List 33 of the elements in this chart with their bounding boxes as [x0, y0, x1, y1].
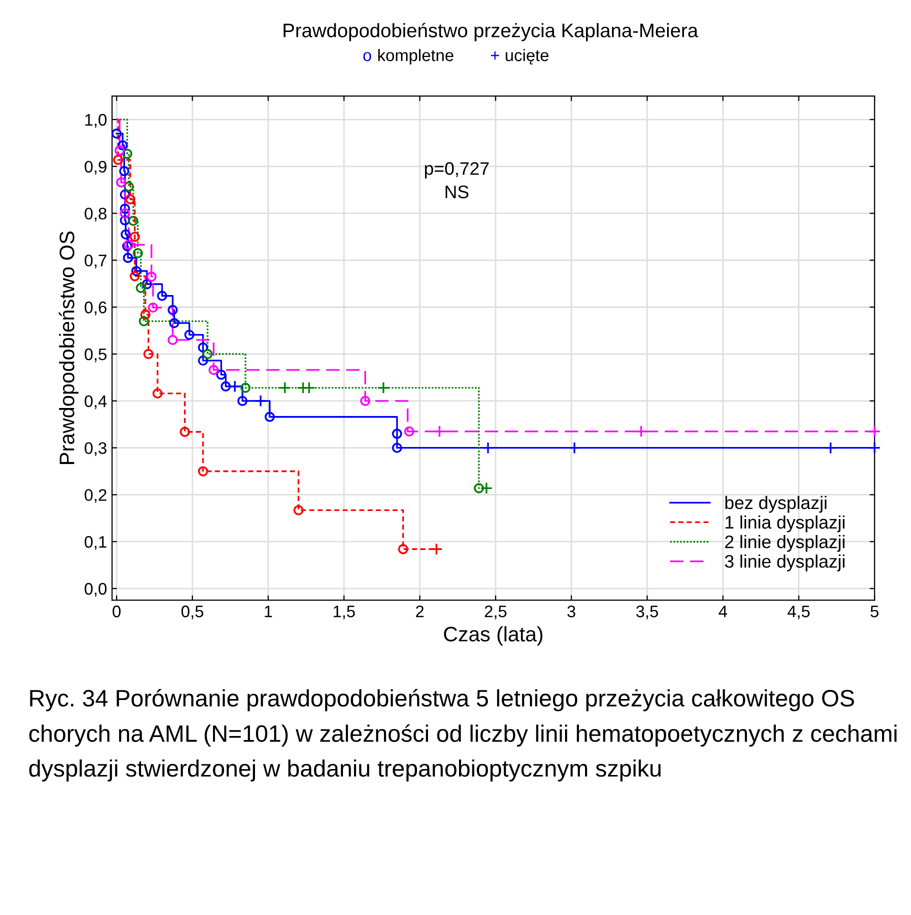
x-tick-label: 3	[567, 606, 576, 618]
x-tick-label: 1,5	[334, 606, 355, 620]
legend-label: bez dysplazji	[725, 496, 826, 513]
x-tick-label: 5	[870, 606, 878, 618]
y-tick-label: 0,2	[84, 489, 106, 503]
text: + ucięte	[490, 48, 548, 65]
text: Ryc. 34 Porównanie prawdopodobieństwa 5 letniego przeżycia całkowitego OS chorych na AML (N=101) w zależności od liczby linii hematopoetycznych z cechami dysplazji stwierdzonej w badaniu trepanobioptycznym szpiku	[29, 688, 896, 782]
x-tick-label: 3,5	[636, 606, 658, 620]
y-tick-label: 0,1	[84, 536, 106, 550]
y-tick-label: 1,0	[85, 114, 107, 128]
x-tick-label: 4,5	[788, 606, 810, 620]
x-tick-label: 0	[112, 606, 121, 618]
x-tick-label: 1	[264, 606, 272, 618]
y-tick-label: 0,8	[84, 208, 106, 222]
y-tick-label: 0,9	[84, 160, 106, 175]
x-tick-label: 2	[416, 606, 424, 618]
y-tick-label: 0,6	[84, 302, 106, 316]
legend-label: 2 linie dysplazji	[725, 534, 844, 552]
text: o kompletne	[363, 48, 454, 64]
legend-label: 3 linie dysplazji	[724, 554, 844, 572]
y-tick-label: 0,5	[84, 348, 106, 362]
chart-title: Prawdopodobieństwo przeżycia Kaplana-Meiera	[284, 22, 698, 42]
y-tick-label: 0,3	[84, 442, 106, 456]
legend-label: 1 linia dysplazji	[726, 515, 844, 532]
x-tick-label: 2,5	[484, 606, 506, 620]
x-tick-label: 0,5	[181, 606, 204, 620]
x-tick-label: 4	[718, 606, 728, 618]
y-tick-label: 0,0	[84, 582, 107, 597]
y-tick-label: 0,4	[84, 395, 107, 410]
x-axis-title: Czas (lata)	[444, 626, 542, 646]
y-axis-title: Prawdopodobieństwo OS	[58, 232, 78, 464]
y-tick-label: 0,7	[84, 254, 106, 268]
annotation: p=0,727 NS	[424, 162, 489, 198]
